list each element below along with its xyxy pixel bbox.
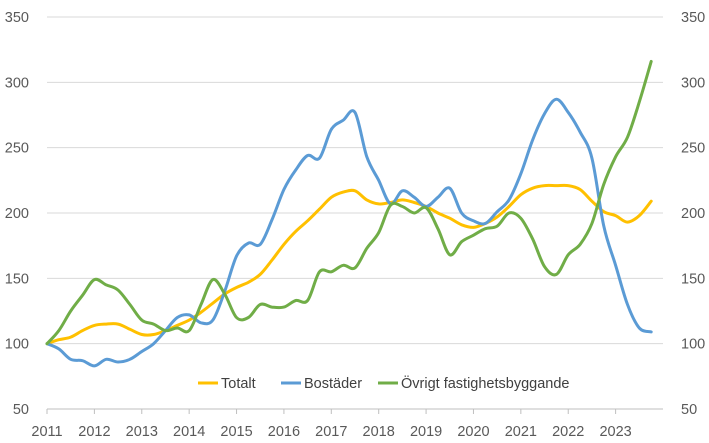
- legend: Totalt Bostäder Övrigt fastighetsbyggande: [198, 374, 569, 392]
- series-line-vrigt-fastighetsbyggande: [45, 59, 653, 346]
- secondary-y-tick-label: 300: [681, 75, 705, 91]
- y-tick-label: 150: [5, 271, 29, 287]
- x-tick-label: 2021: [505, 424, 537, 440]
- secondary-y-tick-label: 350: [681, 10, 705, 26]
- x-tick-label: 2013: [126, 424, 158, 440]
- left-y-axis: 50 100 150 200 250 300 350: [5, 10, 29, 418]
- x-tick-label: 2011: [31, 424, 62, 440]
- legend-label-vrigt-fastighetsbyggande: Övrigt fastighetsbyggande: [401, 374, 569, 392]
- y-tick-label: 50: [13, 402, 29, 418]
- secondary-y-tick-label: 50: [681, 402, 697, 418]
- gridlines: [47, 16, 663, 410]
- x-tick-label: 2014: [173, 424, 205, 440]
- secondary-y-tick-label: 150: [681, 271, 705, 287]
- right-y-axis: 50 100 150 200 250 300 350: [681, 10, 705, 418]
- y-tick-label: 350: [5, 10, 29, 26]
- legend-label-totalt: Totalt: [221, 376, 256, 392]
- x-tick-label: 2022: [552, 424, 584, 440]
- y-tick-label: 100: [5, 337, 29, 353]
- secondary-y-tick-label: 200: [681, 206, 705, 222]
- x-tick-label: 2015: [220, 424, 252, 440]
- series-lines: [45, 59, 653, 368]
- secondary-y-tick-label: 250: [681, 141, 705, 157]
- y-tick-label: 250: [5, 141, 29, 157]
- x-tick-label: 2019: [410, 424, 442, 440]
- secondary-y-tick-label: 100: [681, 337, 705, 353]
- legend-label-bost-der: Bostäder: [304, 376, 362, 392]
- x-axis: 2011 2012 2013 2014 2015 2016 2017 2018 2019 2020…: [31, 409, 632, 440]
- series-line-totalt: [45, 183, 653, 346]
- y-tick-label: 200: [5, 206, 29, 222]
- x-tick-label: 2018: [363, 424, 395, 440]
- x-tick-label: 2017: [315, 424, 347, 440]
- x-tick-label: 2012: [78, 424, 110, 440]
- y-tick-label: 300: [5, 75, 29, 91]
- x-tick-label: 2020: [457, 424, 489, 440]
- series-line-bost-der: [45, 97, 653, 368]
- x-tick-label: 2023: [599, 424, 631, 440]
- x-tick-label: 2016: [268, 424, 300, 440]
